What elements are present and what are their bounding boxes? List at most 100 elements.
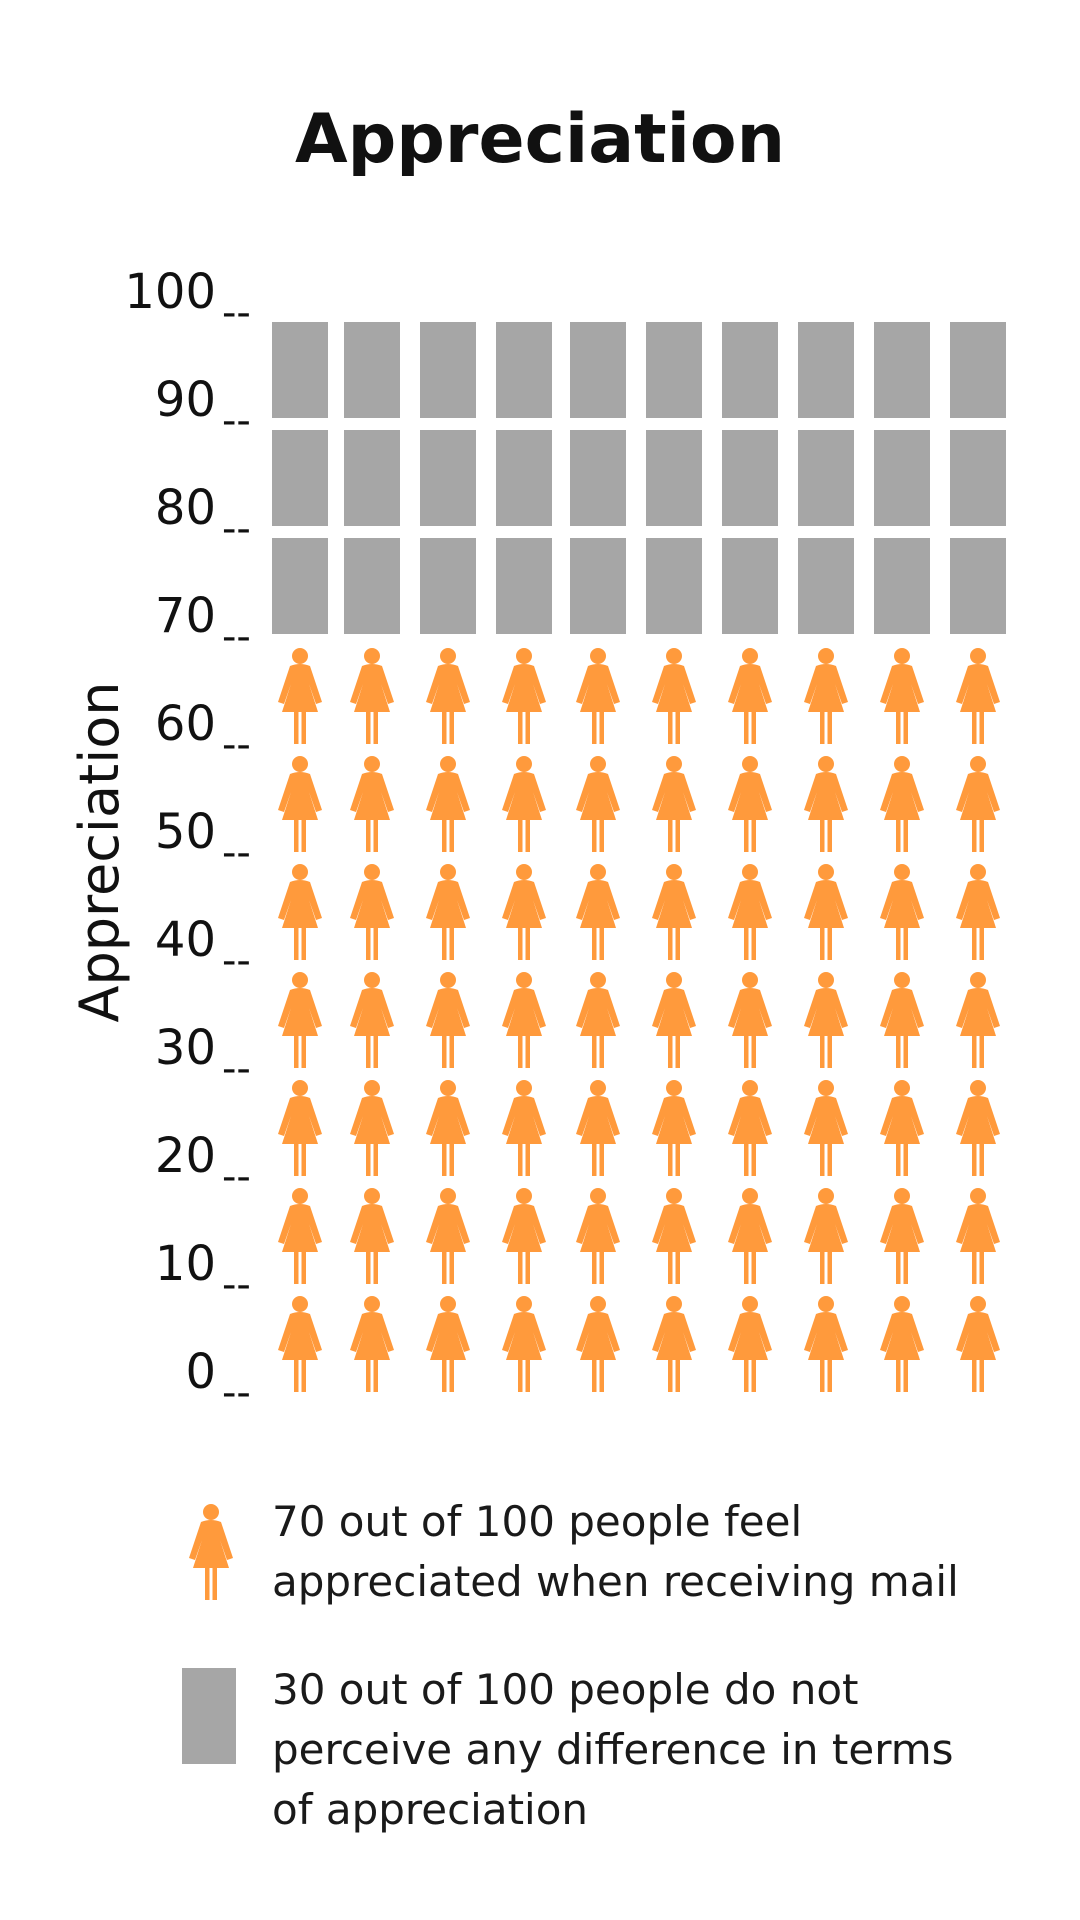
person-woman-icon xyxy=(278,972,322,1068)
person-woman-icon xyxy=(804,1080,848,1176)
rectangle-icon xyxy=(798,538,854,634)
person-woman-icon xyxy=(576,756,620,852)
person-woman-icon xyxy=(350,648,394,744)
person-woman-icon xyxy=(880,1188,924,1284)
person-woman-icon xyxy=(278,864,322,960)
person-woman-icon xyxy=(880,864,924,960)
rectangle-icon xyxy=(570,430,626,526)
person-woman-icon xyxy=(956,864,1000,960)
rectangle-icon xyxy=(420,430,476,526)
rectangle-icon xyxy=(646,430,702,526)
person-woman-icon xyxy=(652,972,696,1068)
y-tick-label: 30 xyxy=(155,1020,216,1076)
chart-title: Appreciation xyxy=(294,100,786,179)
person-woman-icon xyxy=(426,972,470,1068)
person-woman-icon xyxy=(880,972,924,1068)
person-woman-icon xyxy=(652,864,696,960)
y-axis-ticks: 100 --90 --80 --70 --60 --50 --40 --30 --20 --10-… xyxy=(124,264,251,1416)
rectangle-icon xyxy=(874,322,930,418)
person-woman-icon xyxy=(426,864,470,960)
person-woman-icon xyxy=(652,1296,696,1392)
person-woman-icon xyxy=(350,1296,394,1392)
person-woman-icon xyxy=(880,648,924,744)
y-tick-mark: -- xyxy=(222,614,251,660)
person-woman-icon xyxy=(426,756,470,852)
person-woman-icon xyxy=(652,1080,696,1176)
rectangle-icon xyxy=(874,538,930,634)
person-woman-icon xyxy=(502,648,546,744)
rectangle-icon xyxy=(950,538,1006,634)
pictograph-grid xyxy=(272,322,1006,1392)
y-tick-label: 90 xyxy=(155,372,216,428)
legend-woman-icon xyxy=(189,1504,233,1600)
person-woman-icon xyxy=(350,864,394,960)
rectangle-icon xyxy=(496,430,552,526)
person-woman-icon xyxy=(278,1080,322,1176)
rectangle-icon xyxy=(646,322,702,418)
rectangle-icon xyxy=(950,430,1006,526)
person-woman-icon xyxy=(956,972,1000,1068)
person-woman-icon xyxy=(576,648,620,744)
person-woman-icon xyxy=(804,756,848,852)
y-tick-mark: -- xyxy=(222,1370,251,1416)
y-tick-label: 100 xyxy=(124,264,216,320)
person-woman-icon xyxy=(728,1080,772,1176)
y-tick-mark: -- xyxy=(222,722,251,768)
y-tick-label: 70 xyxy=(155,588,216,644)
rectangle-icon xyxy=(496,322,552,418)
person-woman-icon xyxy=(576,972,620,1068)
legend-rectangle-icon xyxy=(182,1668,236,1764)
person-woman-icon xyxy=(576,1188,620,1284)
rectangle-icon xyxy=(646,538,702,634)
person-woman-icon xyxy=(804,1296,848,1392)
y-tick-label: 60 xyxy=(155,696,216,752)
person-woman-icon xyxy=(502,1188,546,1284)
person-woman-icon xyxy=(804,972,848,1068)
rectangle-icon xyxy=(496,538,552,634)
person-woman-icon xyxy=(350,756,394,852)
person-woman-icon xyxy=(652,1188,696,1284)
rectangle-icon xyxy=(272,322,328,418)
rectangle-icon xyxy=(798,322,854,418)
y-tick-mark: -- xyxy=(222,1154,251,1200)
y-tick-label: 10 xyxy=(155,1236,216,1292)
person-woman-icon xyxy=(576,1296,620,1392)
rectangle-icon xyxy=(874,430,930,526)
person-woman-icon xyxy=(880,1296,924,1392)
person-woman-icon xyxy=(502,972,546,1068)
person-woman-icon xyxy=(728,756,772,852)
person-woman-icon xyxy=(880,1080,924,1176)
person-woman-icon xyxy=(652,756,696,852)
person-woman-icon xyxy=(278,1188,322,1284)
y-tick-label: 20 xyxy=(155,1128,216,1184)
person-woman-icon xyxy=(956,1188,1000,1284)
y-tick-mark: -- xyxy=(222,398,251,444)
rectangle-icon xyxy=(722,322,778,418)
person-woman-icon xyxy=(728,1296,772,1392)
person-woman-icon xyxy=(278,648,322,744)
person-woman-icon xyxy=(728,1188,772,1284)
person-woman-icon xyxy=(576,1080,620,1176)
person-woman-icon xyxy=(880,756,924,852)
rectangle-icon xyxy=(344,538,400,634)
person-woman-icon xyxy=(956,1296,1000,1392)
person-woman-icon xyxy=(652,648,696,744)
y-tick-mark: -- xyxy=(222,830,251,876)
person-woman-icon xyxy=(728,864,772,960)
person-woman-icon xyxy=(426,648,470,744)
person-woman-icon xyxy=(502,1296,546,1392)
legend-text-line: perceive any difference in terms xyxy=(272,1725,954,1774)
y-tick-label: 80 xyxy=(155,480,216,536)
person-woman-icon xyxy=(426,1296,470,1392)
person-woman-icon xyxy=(804,864,848,960)
rectangle-icon xyxy=(344,322,400,418)
legend-text-line: of appreciation xyxy=(272,1785,589,1834)
person-woman-icon xyxy=(278,756,322,852)
y-tick-label: 50 xyxy=(155,804,216,860)
person-woman-icon xyxy=(956,756,1000,852)
rectangle-icon xyxy=(272,538,328,634)
legend-text-line: 30 out of 100 people do not xyxy=(272,1665,859,1714)
person-woman-icon xyxy=(426,1080,470,1176)
person-woman-icon xyxy=(804,1188,848,1284)
